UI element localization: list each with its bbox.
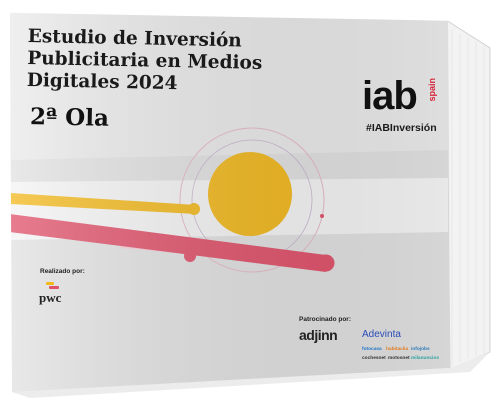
hashtag: #IABInversión — [366, 122, 437, 134]
page-lines — [451, 30, 485, 366]
sponsor-fotocasa: fotocasa — [362, 347, 382, 352]
edition-label: 2ª Ola — [29, 103, 110, 132]
sponsor-habitaclia: habitaclia — [386, 347, 409, 352]
pwc-logo-icon — [46, 282, 60, 292]
iab-spain-label: spain — [427, 78, 437, 102]
sponsor-cochesnet: cochesnet — [362, 356, 386, 361]
cover-shading — [10, 12, 450, 392]
sponsor-motosnet: motosnet — [388, 356, 410, 361]
adevinta-logo: Adevinta — [362, 329, 401, 340]
realizado-label: Realizado por: — [40, 268, 85, 275]
adjinn-logo: adjinn — [299, 327, 338, 343]
iab-logo: iab — [362, 74, 418, 118]
sponsor-milanuncios: milanuncios — [411, 356, 439, 361]
sponsor-infojobs: infojobs — [411, 347, 430, 352]
pwc-logo: pwc — [39, 290, 62, 305]
book-bottom-edge — [12, 352, 490, 398]
cover-title: Estudio de Inversión Publicitaria en Med… — [27, 26, 348, 99]
patrocinado-label: Patrocinado por: — [299, 316, 352, 323]
